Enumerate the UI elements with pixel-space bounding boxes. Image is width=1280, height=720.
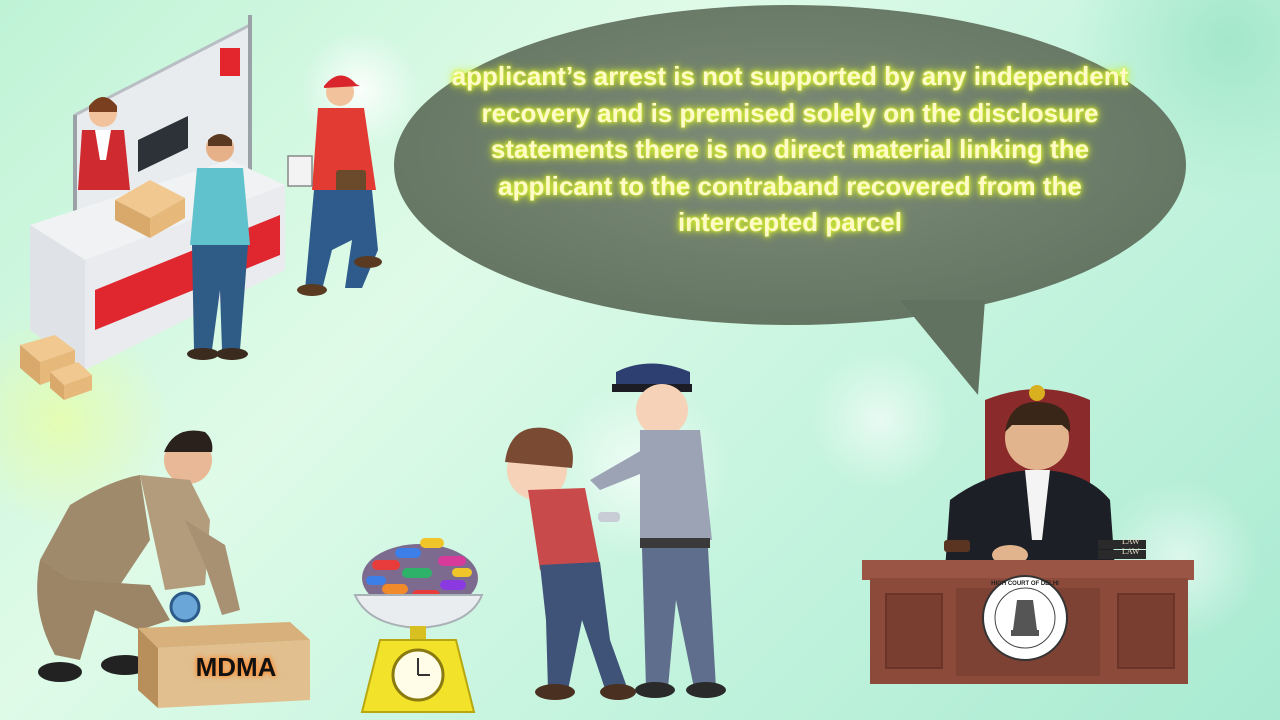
scale-with-pills bbox=[353, 538, 484, 713]
court-emblem-text: HIGH COURT OF DELHI bbox=[991, 581, 1059, 587]
police-arrest-scene bbox=[505, 363, 726, 700]
law-book-label-1: LAW bbox=[1122, 537, 1140, 546]
law-book-label-2: LAW bbox=[1122, 547, 1140, 556]
speech-bubble bbox=[394, 5, 1186, 395]
judge-court-scene bbox=[862, 385, 1194, 684]
speech-bubble-text: applicant’s arrest is not supported by a… bbox=[451, 61, 1129, 237]
mdma-box-label: MDMA bbox=[195, 652, 277, 682]
man-packing-box bbox=[37, 430, 310, 708]
post-office-counter-scene bbox=[20, 15, 382, 400]
